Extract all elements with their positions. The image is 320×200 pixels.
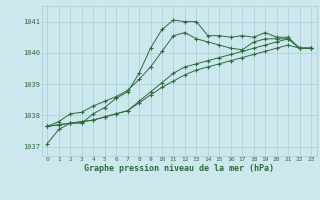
X-axis label: Graphe pression niveau de la mer (hPa): Graphe pression niveau de la mer (hPa) <box>84 164 274 173</box>
